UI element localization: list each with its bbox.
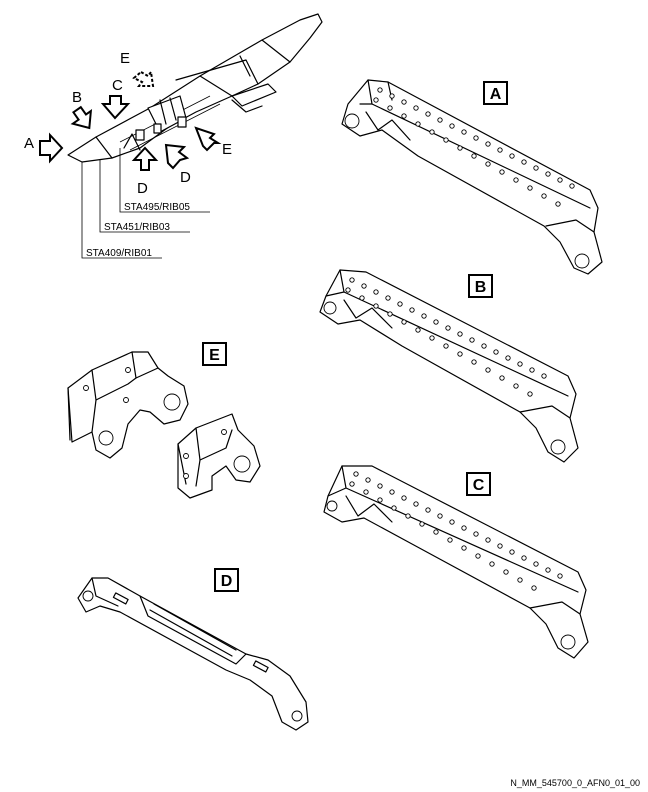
arrow-d-left — [131, 146, 159, 171]
detail-d-label: D — [221, 573, 233, 590]
detail-d-link — [77, 577, 309, 731]
arrow-d-right-label: D — [180, 169, 191, 186]
arrow-c — [100, 95, 131, 120]
detail-a-fitting — [341, 79, 603, 275]
station-rib03-label: STA451/RIB03 — [104, 222, 170, 233]
detail-e-bracket-left — [67, 351, 189, 459]
arrow-a-label: A — [24, 135, 34, 152]
arrow-b-label: B — [72, 89, 82, 106]
arrow-b — [70, 105, 93, 130]
detail-a-label: A — [490, 86, 502, 103]
station-rib01-label: STA409/RIB01 — [86, 248, 152, 259]
arrow-a — [39, 132, 64, 164]
arrow-d-left-label: D — [137, 180, 148, 197]
arrow-c-label: C — [112, 77, 123, 94]
detail-b-holes — [345, 277, 547, 397]
detail-c-label: C — [473, 477, 485, 494]
detail-e-bracket-right — [177, 413, 261, 499]
detail-e-label-box: E — [202, 342, 227, 366]
arrow-e-right — [194, 126, 222, 152]
arrow-d-right — [164, 143, 190, 170]
station-leaders — [81, 148, 210, 259]
detail-c-holes — [349, 471, 563, 591]
detail-b-label-box: B — [468, 274, 493, 298]
detail-a-label-box: A — [483, 81, 508, 105]
overview-pylon-view — [67, 13, 323, 163]
detail-d-label-box: D — [214, 568, 239, 592]
detail-c-label-box: C — [466, 472, 491, 496]
detail-e-label: E — [209, 347, 220, 364]
arrow-e-right-label: E — [222, 141, 232, 158]
arrow-e-top-label: E — [120, 50, 130, 67]
detail-a-holes — [373, 87, 575, 207]
arrow-e-top-dashed — [132, 69, 155, 87]
figure-id: N_MM_545700_0_AFN0_01_00 — [510, 778, 640, 788]
station-rib05-label: STA495/RIB05 — [124, 202, 190, 213]
detail-c-fitting — [323, 465, 589, 659]
detail-b-fitting — [319, 269, 579, 463]
detail-b-label: B — [475, 279, 487, 296]
